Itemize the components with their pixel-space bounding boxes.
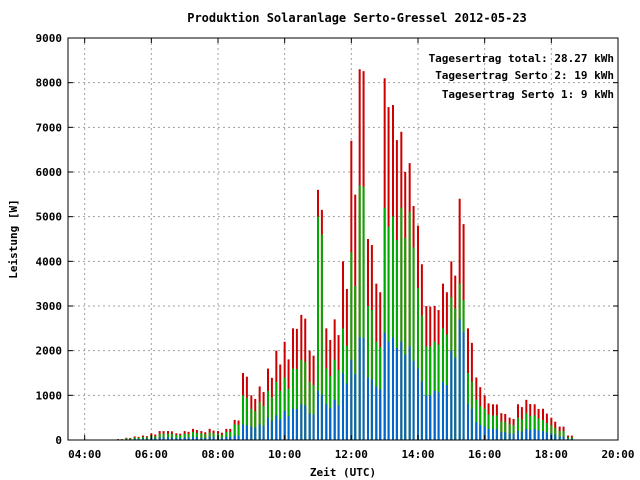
legend-total: Tagesertrag total: 28.27 kWh [429,52,614,65]
legend-serto-1: Tagesertrag Serto 1: 9 kWh [442,88,614,101]
legend: Tagesertrag total: 28.27 kWh Tagesertrag… [429,52,614,101]
legend-serto-2: Tagesertrag Serto 2: 19 kWh [435,69,614,82]
x-tick-label: 10:00 [268,448,301,461]
x-tick-label: 04:00 [68,448,101,461]
x-tick-label: 06:00 [135,448,168,461]
y-tick-label: 0 [55,434,62,447]
x-tick-label: 18:00 [535,448,568,461]
y-tick-label: 1000 [36,389,63,402]
y-tick-label: 4000 [36,255,63,268]
y-tick-label: 5000 [36,211,63,224]
y-axis-label: Leistung [W] [7,199,20,278]
x-tick-label: 14:00 [401,448,434,461]
x-tick-label: 16:00 [468,448,501,461]
x-tick-label: 20:00 [601,448,634,461]
y-tick-label: 7000 [36,121,63,134]
x-tick-label: 08:00 [201,448,234,461]
y-tick-label: 3000 [36,300,63,313]
y-tick-label: 6000 [36,166,63,179]
x-axis-label: Zeit (UTC) [310,466,376,479]
ticks: 04:00 06:00 08:00 10:00 12:00 14:00 16:00 18:00… [36,32,635,461]
y-tick-label: 2000 [36,345,63,358]
chart-title: Produktion Solaranlage Serto-Gressel 201… [187,11,527,25]
y-tick-label: 9000 [36,32,63,45]
x-tick-label: 12:00 [335,448,368,461]
plot-frame [67,37,619,441]
bars [117,69,573,440]
y-tick-label: 8000 [36,77,63,90]
